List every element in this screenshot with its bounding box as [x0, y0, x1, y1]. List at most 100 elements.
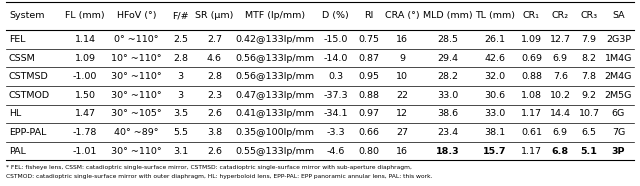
Text: 0.88: 0.88: [521, 72, 542, 81]
Text: 38.6: 38.6: [437, 109, 458, 118]
Text: 2M4G: 2M4G: [605, 72, 632, 81]
Text: 14.4: 14.4: [550, 109, 571, 118]
Text: 3P: 3P: [612, 147, 625, 156]
Text: 10: 10: [396, 72, 408, 81]
Text: 7.8: 7.8: [582, 72, 596, 81]
Text: 3.5: 3.5: [173, 109, 188, 118]
Text: 0° ~110°: 0° ~110°: [115, 35, 159, 44]
Text: 28.2: 28.2: [437, 72, 458, 81]
Text: MTF (lp/mm): MTF (lp/mm): [245, 12, 305, 20]
Text: SR (μm): SR (μm): [195, 12, 234, 20]
Text: 3: 3: [177, 91, 184, 100]
Text: 2G3P: 2G3P: [606, 35, 631, 44]
Text: 2.6: 2.6: [207, 109, 222, 118]
Text: 12: 12: [396, 109, 408, 118]
Text: 6.9: 6.9: [553, 128, 568, 137]
Text: 7.9: 7.9: [582, 35, 596, 44]
Text: 30° ~105°: 30° ~105°: [111, 109, 162, 118]
Text: CR₃: CR₃: [580, 12, 598, 20]
Text: 10.7: 10.7: [579, 109, 600, 118]
Text: System: System: [9, 12, 44, 20]
Text: 33.0: 33.0: [484, 109, 506, 118]
Text: 3: 3: [177, 72, 184, 81]
Text: 1.08: 1.08: [521, 91, 542, 100]
Text: 1.17: 1.17: [521, 147, 542, 156]
Text: 0.55@133lp/mm: 0.55@133lp/mm: [236, 147, 314, 156]
Text: CSTMSD: CSTMSD: [9, 72, 49, 81]
Text: 30° ~110°: 30° ~110°: [111, 147, 162, 156]
Text: 33.0: 33.0: [437, 91, 458, 100]
Text: 0.3: 0.3: [328, 72, 343, 81]
Text: 15.7: 15.7: [483, 147, 507, 156]
Text: 10.2: 10.2: [550, 91, 571, 100]
Text: EPP-PAL: EPP-PAL: [9, 128, 46, 137]
Text: CR₁: CR₁: [523, 12, 540, 20]
Text: 2.8: 2.8: [207, 72, 222, 81]
Text: 6.8: 6.8: [552, 147, 569, 156]
Text: F/#: F/#: [172, 12, 189, 20]
Text: D (%): D (%): [322, 12, 349, 20]
Text: 0.56@133lp/mm: 0.56@133lp/mm: [236, 72, 314, 81]
Text: 0.69: 0.69: [521, 54, 542, 62]
Text: 1M4G: 1M4G: [605, 54, 632, 62]
Text: 1.47: 1.47: [75, 109, 95, 118]
Text: 6G: 6G: [612, 109, 625, 118]
Text: 9.2: 9.2: [582, 91, 596, 100]
Text: 29.4: 29.4: [437, 54, 458, 62]
Text: 1.50: 1.50: [75, 91, 95, 100]
Text: 2.6: 2.6: [207, 147, 222, 156]
Text: -15.0: -15.0: [323, 35, 348, 44]
Text: 2.8: 2.8: [173, 54, 188, 62]
Text: PAL: PAL: [9, 147, 26, 156]
Text: 6.5: 6.5: [582, 128, 596, 137]
Text: 38.1: 38.1: [484, 128, 506, 137]
Text: TL (mm): TL (mm): [475, 12, 515, 20]
Text: MLD (mm): MLD (mm): [422, 12, 472, 20]
Text: 0.42@133lp/mm: 0.42@133lp/mm: [236, 35, 314, 44]
Text: CSSM: CSSM: [9, 54, 36, 62]
Text: 0.66: 0.66: [358, 128, 380, 137]
Text: -37.3: -37.3: [323, 91, 348, 100]
Text: 10° ~110°: 10° ~110°: [111, 54, 162, 62]
Text: -1.01: -1.01: [73, 147, 97, 156]
Text: 1.09: 1.09: [521, 35, 542, 44]
Text: 28.5: 28.5: [437, 35, 458, 44]
Text: 0.97: 0.97: [358, 109, 380, 118]
Text: -3.3: -3.3: [326, 128, 345, 137]
Text: 23.4: 23.4: [437, 128, 458, 137]
Text: 1.17: 1.17: [521, 109, 542, 118]
Text: -1.78: -1.78: [73, 128, 97, 137]
Text: 30° ~110°: 30° ~110°: [111, 72, 162, 81]
Text: 0.88: 0.88: [358, 91, 380, 100]
Text: 5.5: 5.5: [173, 128, 188, 137]
Text: 0.47@133lp/mm: 0.47@133lp/mm: [236, 91, 314, 100]
Text: 16: 16: [396, 147, 408, 156]
Text: 16: 16: [396, 35, 408, 44]
Text: 7.6: 7.6: [553, 72, 568, 81]
Text: -4.6: -4.6: [326, 147, 345, 156]
Text: 2.7: 2.7: [207, 35, 222, 44]
Text: 5.1: 5.1: [580, 147, 597, 156]
Text: -34.1: -34.1: [323, 109, 348, 118]
Text: 30° ~110°: 30° ~110°: [111, 91, 162, 100]
Text: CR₂: CR₂: [552, 12, 569, 20]
Text: -1.00: -1.00: [73, 72, 97, 81]
Text: 0.87: 0.87: [358, 54, 380, 62]
Text: 0.95: 0.95: [358, 72, 380, 81]
Text: 9: 9: [399, 54, 405, 62]
Text: 8.2: 8.2: [582, 54, 596, 62]
Text: 26.1: 26.1: [484, 35, 506, 44]
Text: * FEL: fisheye lens, CSSM: catadioptric single-surface mirror, CSTMSD: catadiopt: * FEL: fisheye lens, CSSM: catadioptric …: [6, 165, 412, 170]
Text: 3.1: 3.1: [173, 147, 188, 156]
Text: 1.14: 1.14: [75, 35, 95, 44]
Text: CSTMOD: catadioptric single-surface mirror with outer diaphragm, HL: hyperboloid: CSTMOD: catadioptric single-surface mirr…: [6, 174, 433, 179]
Text: 7G: 7G: [612, 128, 625, 137]
Text: 0.35@100lp/mm: 0.35@100lp/mm: [236, 128, 314, 137]
Text: 22: 22: [396, 91, 408, 100]
Text: 40° ~89°: 40° ~89°: [115, 128, 159, 137]
Text: 6.9: 6.9: [553, 54, 568, 62]
Text: 27: 27: [396, 128, 408, 137]
Text: 2M5G: 2M5G: [605, 91, 632, 100]
Text: HL: HL: [9, 109, 21, 118]
Text: 42.6: 42.6: [484, 54, 506, 62]
